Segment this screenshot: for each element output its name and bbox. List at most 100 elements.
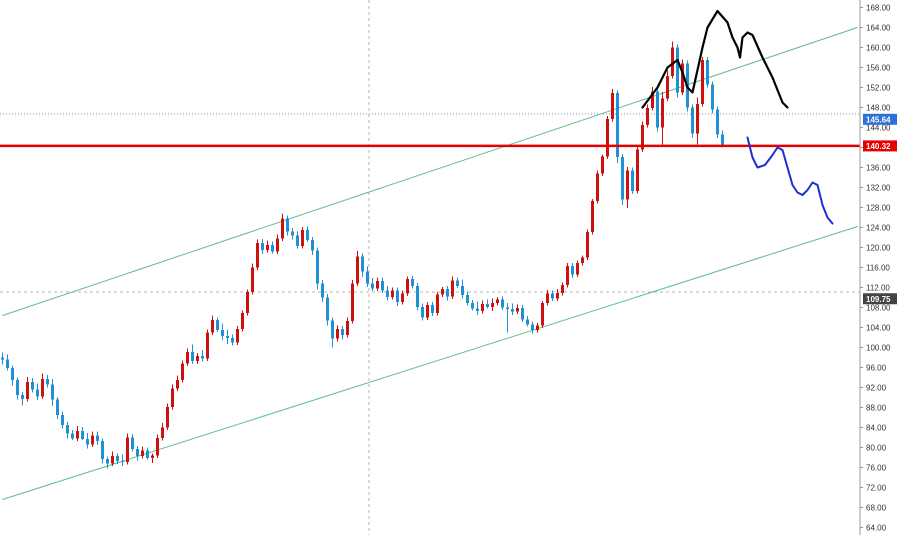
candle [491,298,494,311]
candle-body [176,380,179,389]
candle-body [281,218,284,239]
y-tick-label: 168.00 [866,4,891,13]
drawn-annotations [641,9,834,225]
candle-body [596,173,599,201]
candle [266,240,269,253]
y-axis: 64.00 68.00 72.00 76.00 80.00 84.00 88.00 92.00… [859,0,891,535]
y-tick-label: 152.00 [866,84,891,93]
candle-body [376,281,379,289]
candle-body [506,307,509,309]
candle-body [216,320,219,330]
candle-body [91,435,94,445]
candle-body [601,156,604,174]
candle [281,213,284,241]
candle [411,276,414,289]
candle-body [271,245,274,252]
candle [421,303,424,321]
candle-body [196,356,199,361]
candle [496,297,499,306]
candle-body [296,235,299,246]
candle [311,237,314,255]
candle-body [691,107,694,134]
candle-body [541,303,544,326]
candle [56,397,59,419]
candle [221,323,224,340]
candle [526,316,529,327]
candle-body [511,309,514,312]
candle-body [51,384,54,400]
y-tick-label: 100.00 [866,344,891,353]
candle [436,292,439,316]
candle [586,229,589,260]
candle-body [681,63,684,93]
candle-body [126,437,129,462]
candle [591,199,594,235]
candle [706,57,709,88]
candle-body [276,238,279,252]
candle [51,379,54,406]
candle [1,352,4,365]
candle-body [616,93,619,157]
candle [661,92,664,146]
candle [121,454,124,466]
candle-body [526,319,529,325]
candle [351,280,354,324]
candle-body [721,134,724,145]
candle [76,426,79,441]
candle-body [256,243,259,268]
candle-body [561,285,564,293]
candle [406,276,409,296]
candle [291,228,294,240]
candle [391,287,394,300]
candle [196,353,199,364]
candle [321,280,324,302]
candle [576,260,579,277]
candle-body [6,359,9,368]
candle-body [701,60,704,104]
candle [656,88,659,132]
candle [246,289,249,316]
candle-body [676,47,679,93]
candle [326,294,329,326]
candle-body [396,290,399,302]
candle-body [521,308,524,320]
candle [301,227,304,249]
candle-body [321,283,324,298]
candle [361,253,364,277]
candle-body [451,280,454,297]
candle [416,283,419,311]
candle [431,302,434,316]
candle-body [311,240,314,251]
price-badge-label: 145.64 [866,115,891,124]
candle [136,446,139,461]
candle [631,167,634,194]
candle-body [516,308,519,312]
candle-body [171,388,174,407]
candle-body [591,201,594,232]
candle [596,170,599,204]
candle-body [261,243,264,250]
candle-body [11,368,14,380]
candle-body [546,293,549,303]
candle-body [341,329,344,335]
candle [651,87,654,111]
candle [306,226,309,242]
y-tick-label: 92.00 [866,384,887,393]
candle-body [81,431,84,439]
candle [41,373,44,399]
candle [401,290,404,305]
candle-body [486,304,489,307]
candle [486,299,489,309]
candle [286,215,289,236]
candle-body [626,170,629,200]
candle-body [366,271,369,284]
candle [216,317,219,332]
candle-body [116,456,119,461]
candle-body [401,293,404,302]
candle-body [356,256,359,284]
y-tick-label: 144.00 [866,124,891,133]
candle-body [241,313,244,329]
candle [681,59,684,95]
